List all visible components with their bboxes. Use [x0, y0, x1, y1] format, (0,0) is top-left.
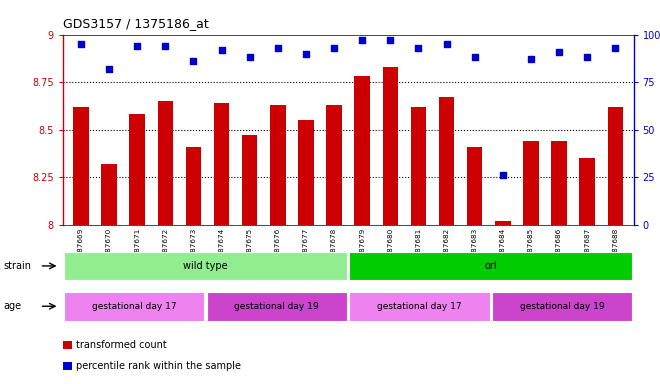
Point: [104, 66, 114, 72]
Point: [188, 58, 199, 64]
Text: GDS3157 / 1375186_at: GDS3157 / 1375186_at: [63, 17, 209, 30]
Bar: [158, 101, 173, 225]
Text: gestational day 19: gestational day 19: [234, 302, 319, 311]
Point: [610, 45, 620, 51]
Bar: [383, 67, 398, 225]
Bar: [608, 107, 623, 225]
Bar: [270, 105, 286, 225]
Text: transformed count: transformed count: [76, 340, 166, 350]
Bar: [102, 164, 117, 225]
Point: [244, 54, 255, 60]
Bar: [495, 221, 511, 225]
Bar: [326, 105, 342, 225]
Point: [413, 45, 424, 51]
Text: gestational day 17: gestational day 17: [92, 302, 176, 311]
Text: wild type: wild type: [183, 261, 228, 271]
Point: [385, 37, 395, 43]
Text: gestational day 19: gestational day 19: [520, 302, 605, 311]
Text: age: age: [3, 301, 21, 311]
Point: [329, 45, 339, 51]
Point: [160, 43, 171, 49]
Point: [582, 54, 593, 60]
Bar: [551, 141, 567, 225]
Bar: [214, 103, 229, 225]
Bar: [73, 107, 88, 225]
Text: percentile rank within the sample: percentile rank within the sample: [76, 361, 241, 371]
Bar: [439, 97, 454, 225]
Bar: [354, 76, 370, 225]
Point: [273, 45, 283, 51]
Bar: [411, 107, 426, 225]
Bar: [242, 135, 257, 225]
Bar: [185, 147, 201, 225]
Point: [469, 54, 480, 60]
Point: [525, 56, 536, 62]
Point: [216, 47, 227, 53]
Bar: [579, 158, 595, 225]
Point: [498, 172, 508, 178]
Bar: [523, 141, 539, 225]
Point: [132, 43, 143, 49]
Point: [442, 41, 452, 47]
Point: [76, 41, 86, 47]
Bar: [467, 147, 482, 225]
Point: [357, 37, 368, 43]
Point: [301, 51, 312, 57]
Bar: [129, 114, 145, 225]
Bar: [298, 120, 313, 225]
Text: orl: orl: [484, 261, 497, 271]
Text: gestational day 17: gestational day 17: [378, 302, 462, 311]
Point: [554, 49, 564, 55]
Text: strain: strain: [3, 261, 31, 271]
